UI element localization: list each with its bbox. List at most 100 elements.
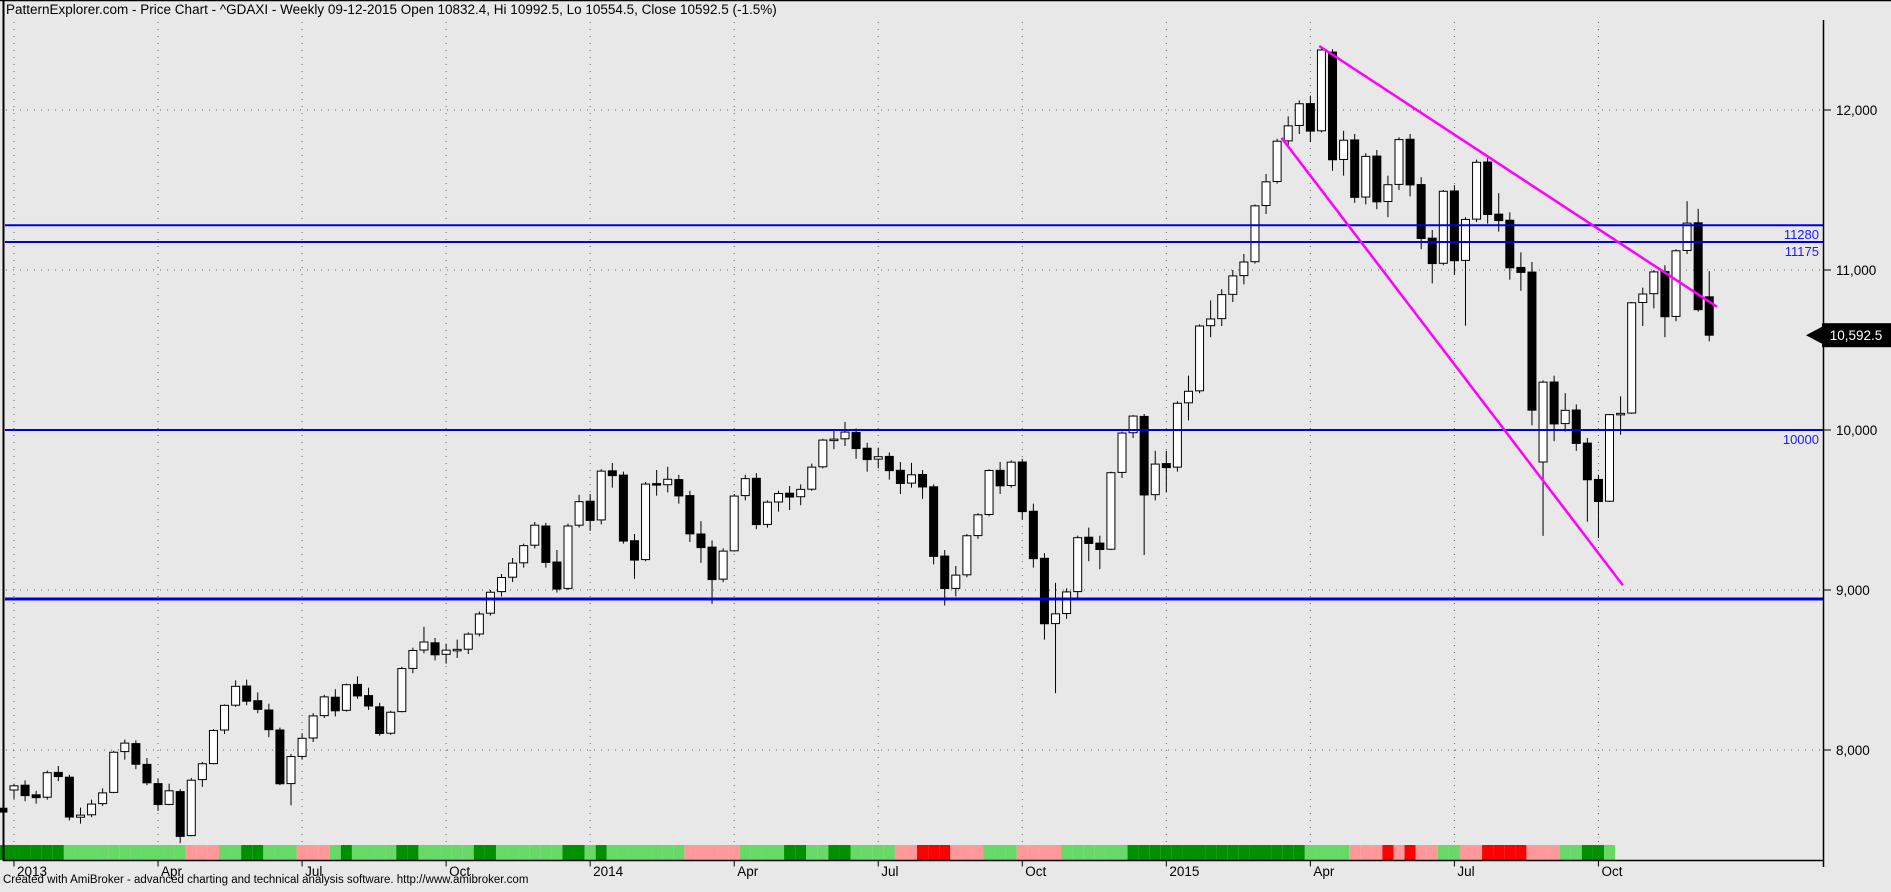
candle-down bbox=[253, 692, 263, 714]
candle-up bbox=[397, 666, 407, 713]
ribbon-cell bbox=[1249, 845, 1261, 860]
level-lines: 11280 11175 10000 bbox=[5, 224, 1823, 601]
candle-down bbox=[275, 727, 285, 786]
ribbon-cell bbox=[573, 845, 585, 860]
ribbon-cell bbox=[1382, 845, 1394, 860]
ribbon-cell bbox=[1182, 845, 1195, 860]
ribbon-cell bbox=[1570, 845, 1582, 860]
candle-up bbox=[508, 558, 518, 582]
candle-down bbox=[1449, 185, 1459, 275]
candle-body bbox=[1294, 103, 1304, 127]
ribbon-cell bbox=[1160, 845, 1172, 860]
ribbon-cell bbox=[1537, 845, 1549, 860]
ribbon-cell bbox=[241, 845, 253, 860]
candle-body bbox=[1704, 296, 1714, 336]
candle-body bbox=[796, 488, 806, 498]
candle-down bbox=[1527, 262, 1537, 426]
ribbon-cell bbox=[1371, 845, 1383, 860]
ribbon-cell bbox=[63, 845, 75, 860]
lower-downtrend-line[interactable] bbox=[1280, 137, 1624, 586]
y-axis-label: 9,000 bbox=[1836, 583, 1870, 598]
candle-down bbox=[707, 540, 717, 604]
candle-body bbox=[42, 772, 52, 798]
candle-down bbox=[1593, 474, 1603, 538]
ribbon-cell bbox=[1271, 845, 1283, 860]
ribbon-cell bbox=[1149, 845, 1161, 860]
ribbon-cell bbox=[551, 845, 563, 860]
ribbon-cell bbox=[1293, 845, 1305, 860]
candle-body bbox=[973, 514, 983, 537]
candle-body bbox=[884, 455, 894, 472]
ribbon-cell bbox=[673, 845, 685, 860]
candle-body bbox=[663, 478, 673, 486]
candle-up bbox=[1283, 116, 1293, 149]
candle-up bbox=[1051, 582, 1061, 694]
x-axis-label: Apr bbox=[161, 864, 183, 879]
chart-frame bbox=[0, 0, 1891, 867]
candle-body bbox=[1549, 381, 1559, 425]
candle-up bbox=[1272, 138, 1282, 184]
x-axis-label: Apr bbox=[737, 864, 759, 879]
candle-body bbox=[485, 591, 495, 614]
candle-up bbox=[906, 462, 916, 488]
candle-body bbox=[474, 613, 484, 635]
ribbon-cell bbox=[1038, 845, 1050, 860]
candle-body bbox=[264, 709, 274, 731]
candle-body bbox=[1039, 557, 1049, 625]
ribbon-cell bbox=[1105, 845, 1117, 860]
candle-up bbox=[186, 778, 196, 837]
candle-up bbox=[984, 469, 994, 517]
ribbon-cell bbox=[806, 845, 818, 860]
ribbon-cell bbox=[1471, 845, 1483, 860]
candle-down bbox=[1549, 375, 1559, 442]
candle-body bbox=[208, 729, 218, 765]
ribbon-cell bbox=[1415, 845, 1427, 860]
candle-down bbox=[53, 766, 63, 782]
candle-down bbox=[541, 522, 551, 568]
ribbon-cell bbox=[750, 845, 762, 860]
candle-body bbox=[319, 696, 329, 717]
candle-body bbox=[164, 790, 174, 805]
last-price-tag: 10,592.5 bbox=[1806, 323, 1891, 348]
candle-up bbox=[1361, 153, 1371, 205]
candle-body bbox=[64, 776, 74, 818]
candle-up bbox=[1062, 588, 1072, 619]
candle-body bbox=[120, 742, 130, 753]
candle-body bbox=[785, 492, 795, 498]
ribbon-cell bbox=[728, 845, 740, 860]
ribbon-cell bbox=[1127, 845, 1139, 860]
upper-downtrend-line[interactable] bbox=[1318, 44, 1718, 308]
candle-body bbox=[275, 729, 285, 785]
ribbon-cell bbox=[861, 845, 873, 860]
candle-up bbox=[231, 680, 241, 707]
ribbon-cell bbox=[606, 845, 618, 860]
candle-body bbox=[1139, 415, 1149, 496]
chart-title-text: PatternExplorer.com - Price Chart - ^GDA… bbox=[6, 2, 777, 17]
ribbon-cell bbox=[1083, 845, 1095, 860]
candle-body bbox=[1472, 161, 1482, 220]
candle-down bbox=[940, 550, 950, 606]
candle-body bbox=[740, 478, 750, 497]
candle-up bbox=[297, 733, 307, 760]
x-axis-label: Apr bbox=[1313, 864, 1335, 879]
candle-body bbox=[441, 649, 451, 655]
candle-down bbox=[1372, 150, 1382, 210]
candle-body bbox=[807, 466, 817, 490]
candle-body bbox=[397, 668, 407, 713]
ribbon-cell bbox=[86, 845, 98, 860]
candle-down bbox=[751, 473, 761, 530]
candle-up bbox=[1316, 47, 1326, 133]
candle-up bbox=[718, 548, 728, 582]
candle-up bbox=[774, 490, 784, 512]
candle-body bbox=[596, 470, 606, 521]
ribbon-cell bbox=[717, 845, 729, 860]
candle-up bbox=[1261, 174, 1271, 214]
ribbon-cell bbox=[1404, 845, 1416, 860]
candle-down bbox=[1017, 458, 1027, 520]
candle-body bbox=[142, 763, 152, 784]
candle-down bbox=[685, 490, 695, 542]
candle-body bbox=[1150, 463, 1160, 496]
candle-up bbox=[641, 482, 651, 562]
candle-down bbox=[1328, 49, 1338, 171]
candle-body bbox=[452, 648, 462, 652]
